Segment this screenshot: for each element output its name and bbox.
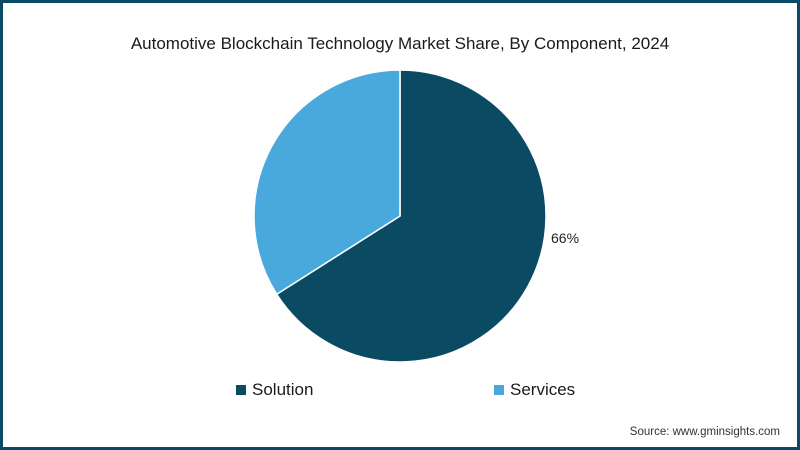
legend-label-solution: Solution (252, 380, 314, 399)
chart-title: Automotive Blockchain Technology Market … (130, 34, 670, 53)
services-swatch-icon (494, 385, 504, 395)
source-note: Source: www.gminsights.com (629, 426, 780, 438)
legend: Solution Services (0, 380, 800, 404)
solution-data-label: 66% (551, 230, 580, 246)
legend-item-services: Services (494, 380, 575, 400)
pie-slice-solution (275, 69, 547, 363)
legend-item-solution: Solution (236, 380, 313, 400)
pie-slice-services (253, 69, 401, 296)
solution-swatch-icon (236, 385, 246, 395)
legend-label-services: Services (510, 380, 576, 399)
